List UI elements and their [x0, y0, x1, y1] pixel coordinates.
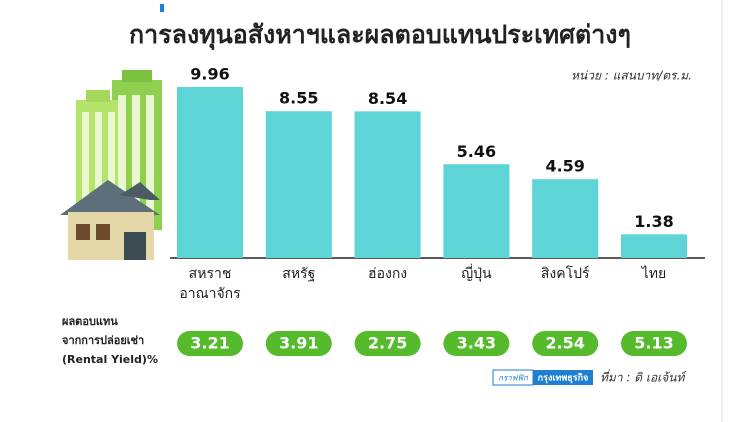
yield-pill	[443, 331, 510, 356]
value-label: 9.96	[190, 65, 229, 84]
x-tick-label: สหรัฐ	[282, 266, 316, 282]
graphic-credit: กราฟฟิก	[498, 374, 529, 383]
value-label: 8.54	[368, 89, 407, 108]
unit-note: หน่วย : แสนบาท/ตร.ม.	[571, 69, 692, 83]
rental-yield-label: ผลตอบแทน จากการปล่อยเช่า (Rental Yield)%	[62, 315, 158, 366]
building-illustration	[60, 70, 162, 260]
x-tick-label: ฮ่องกง	[368, 266, 408, 282]
source: ที่มา : ดิ เอเจ้นท์	[600, 369, 687, 385]
value-label: 1.38	[634, 212, 673, 231]
value-label: 5.46	[457, 142, 496, 161]
brand-box	[533, 370, 593, 385]
value-label: 8.55	[279, 89, 318, 108]
accent	[160, 4, 164, 12]
yield-value: 3.21	[190, 334, 229, 353]
bar	[354, 111, 421, 258]
bar	[621, 234, 687, 258]
yield-pill	[265, 331, 332, 356]
yield-value: 2.75	[368, 334, 407, 353]
bar	[532, 179, 599, 258]
bar	[177, 87, 243, 258]
yield-pill	[532, 331, 599, 356]
yield-pill	[177, 331, 243, 356]
bar	[443, 164, 510, 258]
yield-value: 5.13	[634, 334, 673, 353]
yield-value: 3.91	[279, 334, 318, 353]
x-tick-label: สิงคโปร์	[540, 266, 590, 282]
yield-pill	[621, 331, 687, 356]
bar	[265, 111, 332, 259]
yield-pill	[354, 331, 421, 356]
yield-value: 3.43	[457, 334, 496, 353]
brand: กรุงเทพธุรกิจ	[538, 373, 589, 384]
x-tick-label: ไทย	[641, 266, 667, 282]
x-tick-label: ญี่ปุ่น	[461, 266, 492, 282]
value-label: 4.59	[545, 157, 584, 176]
x-tick-label: สหราช อาณาจักร	[179, 266, 241, 302]
yield-value: 2.54	[545, 334, 584, 353]
chart-title: การลงทุนอสังหาฯและผลตอบแทนประเทศต่างๆ	[129, 20, 631, 51]
